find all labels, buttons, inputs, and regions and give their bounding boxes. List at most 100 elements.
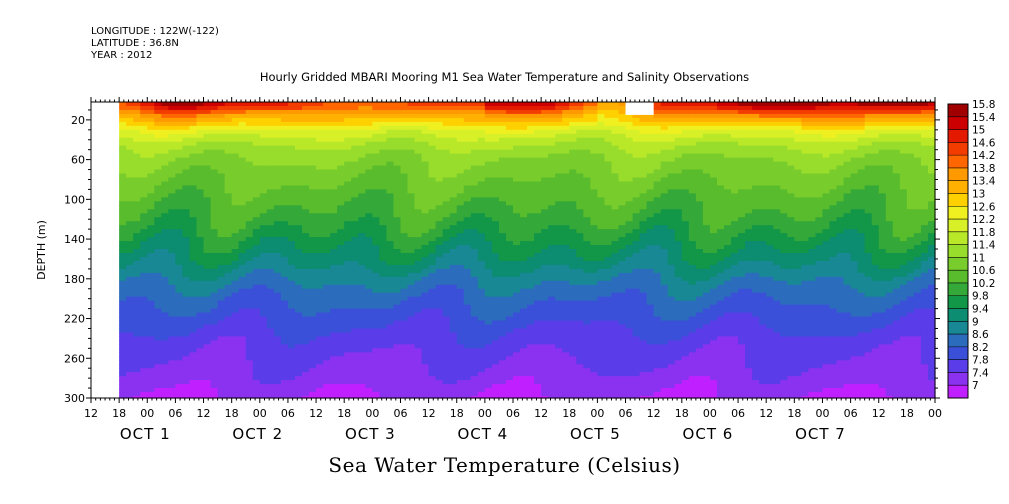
heatmap-cell <box>442 292 451 298</box>
heatmap-cell <box>210 249 219 254</box>
heatmap-cell <box>414 241 423 246</box>
heatmap-cell <box>252 185 261 191</box>
heatmap-cell <box>569 392 577 397</box>
heatmap-cell <box>119 217 127 222</box>
heatmap-cell <box>372 201 380 206</box>
heatmap-cell <box>140 149 148 155</box>
heatmap-cell <box>379 109 387 115</box>
heatmap-cell <box>365 300 373 306</box>
heatmap-cell <box>245 284 254 290</box>
heatmap-cell <box>520 380 528 385</box>
heatmap-cell <box>273 133 282 139</box>
heatmap-cell <box>470 252 479 258</box>
heatmap-cell <box>470 304 479 310</box>
heatmap-cell <box>133 264 141 270</box>
heatmap-cell <box>238 221 247 226</box>
heatmap-cell <box>266 364 275 369</box>
heatmap-cell <box>562 392 570 397</box>
heatmap-cell <box>576 189 584 194</box>
heatmap-cell <box>470 280 479 286</box>
heatmap-cell <box>379 197 387 202</box>
heatmap-cell <box>463 109 472 115</box>
heatmap-cell <box>126 376 134 381</box>
heatmap-cell <box>280 260 289 266</box>
heatmap-cell <box>541 336 549 341</box>
heatmap-cell <box>330 217 338 222</box>
heatmap-cell <box>421 125 430 131</box>
heatmap-cell <box>316 360 324 365</box>
heatmap-cell <box>182 109 191 115</box>
heatmap-cell <box>456 197 465 202</box>
heatmap-cell <box>344 328 352 334</box>
heatmap-cell <box>393 205 402 210</box>
heatmap-cell <box>442 340 451 345</box>
heatmap-cell <box>498 256 507 262</box>
heatmap-cell <box>210 308 219 314</box>
heatmap-cell <box>259 288 268 294</box>
heatmap-cell <box>442 304 451 310</box>
heatmap-cell <box>569 304 577 310</box>
heatmap-cell <box>421 121 430 127</box>
heatmap-cell <box>266 296 275 302</box>
heatmap-cell <box>541 181 549 187</box>
heatmap-cell <box>323 268 331 274</box>
heatmap-cell <box>316 364 324 369</box>
heatmap-cell <box>442 165 451 171</box>
heatmap-cell <box>238 312 247 318</box>
heatmap-cell <box>470 193 479 198</box>
heatmap-cell <box>154 288 162 294</box>
heatmap-cell <box>259 177 268 183</box>
heatmap-cell <box>252 296 261 302</box>
heatmap-cell <box>400 117 409 123</box>
heatmap-cell <box>470 229 479 234</box>
heatmap-cell <box>309 102 317 107</box>
heatmap-cell <box>189 360 198 365</box>
heatmap-cell <box>238 201 247 206</box>
heatmap-cell <box>372 157 380 163</box>
heatmap-cell <box>196 141 205 147</box>
heatmap-cell <box>379 340 387 345</box>
heatmap-cell <box>302 264 310 270</box>
heatmap-cell <box>414 276 423 282</box>
heatmap-cell <box>463 356 472 361</box>
heatmap-cell <box>435 344 444 349</box>
heatmap-cell <box>477 221 486 226</box>
heatmap-cell <box>231 193 240 198</box>
heatmap-cell <box>126 384 134 389</box>
heatmap-cell <box>147 336 155 341</box>
heatmap-cell <box>280 360 289 365</box>
heatmap-cell <box>302 260 310 266</box>
heatmap-cell <box>203 249 212 254</box>
heatmap-cell <box>428 245 437 250</box>
heatmap-cell <box>358 324 366 330</box>
heatmap-cell <box>245 300 254 306</box>
heatmap-cell <box>414 113 423 119</box>
heatmap-cell <box>428 308 437 314</box>
heatmap-cell <box>217 356 226 361</box>
heatmap-cell <box>309 264 317 270</box>
heatmap-cell <box>435 245 444 250</box>
heatmap-cell <box>196 308 205 314</box>
heatmap-cell <box>365 336 373 341</box>
heatmap-cell <box>428 137 437 143</box>
heatmap-cell <box>527 348 535 353</box>
heatmap-cell <box>168 245 176 250</box>
heatmap-cell <box>238 292 247 298</box>
heatmap-cell <box>576 288 584 294</box>
heatmap-cell <box>358 161 366 167</box>
heatmap-cell <box>133 117 141 123</box>
heatmap-cell <box>379 376 387 381</box>
heatmap-cell <box>252 133 261 139</box>
heatmap-cell <box>442 384 451 389</box>
heatmap-cell <box>569 225 577 230</box>
heatmap-cell <box>386 364 395 369</box>
heatmap-cell <box>161 102 169 107</box>
heatmap-cell <box>372 312 380 318</box>
heatmap-cell <box>520 109 528 115</box>
heatmap-cell <box>583 145 591 151</box>
heatmap-cell <box>238 233 247 238</box>
heatmap-cell <box>435 276 444 282</box>
heatmap-cell <box>569 252 577 258</box>
heatmap-cell <box>175 193 184 198</box>
heatmap-cell <box>224 237 233 242</box>
